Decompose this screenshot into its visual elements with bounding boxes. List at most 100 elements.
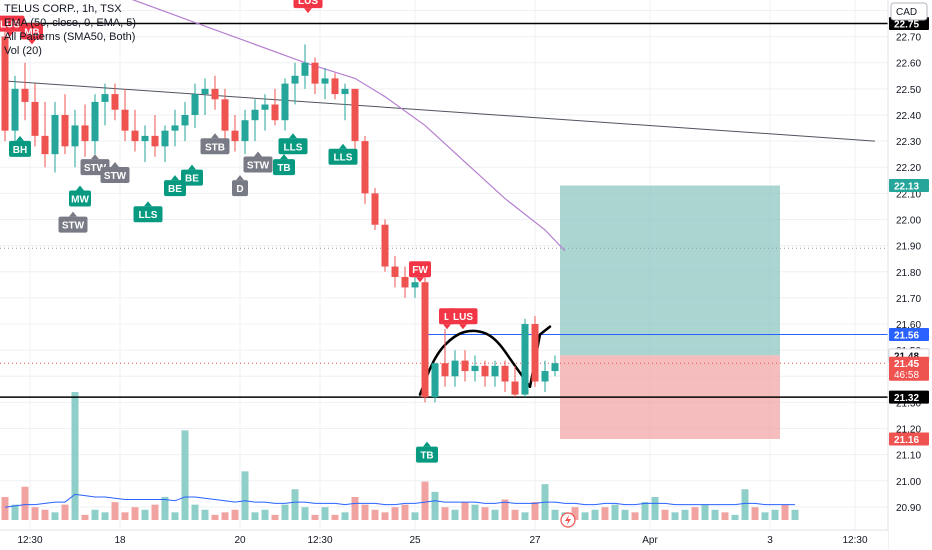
currency-button[interactable]: CAD: [890, 2, 928, 21]
pattern-box: [293, 0, 323, 9]
trend-line: [4, 80, 876, 142]
target-zone: [560, 185, 780, 356]
pattern-label: BH: [9, 135, 31, 157]
time-tick-label: 20: [234, 535, 246, 546]
candle-body: [371, 193, 379, 225]
time-tick-label: 18: [114, 535, 126, 546]
price-axis-label-bg: [889, 432, 929, 446]
price-axis-label-text: 21.32: [894, 393, 919, 404]
pattern-text: FW: [412, 265, 428, 276]
price-axis-label: 21.16: [889, 432, 929, 446]
candle: [551, 355, 559, 377]
candle: [71, 109, 79, 168]
price-tick-label: 22.40: [896, 111, 921, 122]
volume-bar: [21, 486, 29, 520]
price-axis-label-bg: [889, 179, 929, 193]
volume-bar: [491, 509, 499, 520]
position-zones: [560, 185, 780, 439]
pattern-label: LLS: [328, 143, 358, 165]
pattern-box: [133, 206, 163, 223]
legend-ema[interactable]: EMA (50, close, 0, EMA, 5): [4, 17, 137, 29]
currency-button-bg: [890, 2, 928, 21]
legend-volume[interactable]: Vol (20): [4, 45, 42, 57]
candle: [111, 83, 119, 121]
candle-body: [101, 94, 109, 102]
time-axis-bg: [0, 530, 888, 550]
candle: [431, 363, 439, 403]
pattern-label: BE: [164, 175, 186, 197]
price-tick-label: 22.30: [896, 137, 921, 148]
candle: [141, 125, 149, 163]
ema-line: [131, 0, 566, 252]
candle: [11, 75, 19, 147]
candle-body: [281, 83, 289, 121]
pattern-text: BE: [185, 174, 199, 185]
pattern-pointer: [144, 201, 152, 207]
price-axis-label-text: 21.56: [894, 330, 919, 341]
pattern-label: LUS: [0, 15, 25, 37]
lightning-icon[interactable]: [560, 512, 576, 528]
candle: [31, 83, 39, 147]
volume-bar: [611, 504, 619, 520]
volume-bar: [221, 512, 229, 520]
candle: [131, 109, 139, 152]
pattern-box: [0, 15, 25, 32]
price-tick-label: 21.80: [896, 268, 921, 279]
candle-body: [51, 114, 59, 155]
volume-bar: [681, 509, 689, 520]
candle-body: [421, 282, 429, 398]
volume-bar: [431, 491, 439, 520]
candle: [261, 94, 269, 131]
price-axis[interactable]: 22.8022.7022.6022.5022.4022.3022.2022.10…: [887, 0, 932, 550]
candle-body: [31, 101, 39, 136]
pattern-box: [69, 190, 91, 207]
candle: [481, 360, 489, 387]
price-tick-label: 22.70: [896, 33, 921, 44]
chart-legend: TELUS CORP., 1h, TSX EMA (50, close, 0, …: [4, 2, 136, 58]
candle: [341, 83, 349, 121]
pattern-pointer: [443, 324, 451, 330]
candle: [401, 266, 409, 298]
candle: [81, 104, 89, 157]
candle: [51, 101, 59, 173]
volume-bar: [181, 430, 189, 520]
pattern-box: [328, 148, 358, 165]
volume-bar: [151, 504, 159, 520]
candle-body: [311, 62, 319, 84]
pattern-text: D: [236, 184, 243, 195]
volume-bar: [341, 512, 349, 520]
pattern-text: LLS: [139, 210, 158, 221]
pattern-text: MB: [24, 27, 40, 38]
volume-bar: [361, 504, 369, 520]
pattern-text: BE: [168, 184, 182, 195]
price-axis-label-bg: [889, 390, 929, 404]
pattern-pointer: [339, 143, 347, 149]
candle-body: [391, 266, 399, 277]
volume-bar: [631, 512, 639, 520]
pattern-text: MW: [71, 195, 89, 206]
volume-bar: [711, 509, 719, 520]
pattern-box: [448, 308, 478, 325]
candle: [371, 188, 379, 230]
pattern-label: D: [232, 175, 248, 197]
pattern-text: LUS: [453, 312, 473, 323]
pattern-pointer: [254, 151, 262, 157]
price-tick-label: 22.50: [896, 85, 921, 96]
legend-patterns[interactable]: All Patterns (SMA50, Both): [4, 31, 136, 43]
candle: [241, 109, 249, 155]
candle-body: [321, 78, 329, 84]
price-axis-label: 22.13: [889, 179, 929, 193]
pattern-pointer: [76, 185, 84, 191]
candle: [121, 88, 129, 142]
time-tick-label: 25: [409, 535, 421, 546]
candle-body: [431, 363, 439, 398]
price-tick-label: 22.20: [896, 163, 921, 174]
candle-body: [131, 130, 139, 142]
volume-bar: [231, 509, 239, 520]
legend-title[interactable]: TELUS CORP., 1h, TSX: [4, 3, 122, 15]
volume-bar: [371, 509, 379, 520]
time-axis[interactable]: 12:30 18 20 12:30 25 27 Apr 3 12:30: [0, 512, 888, 550]
pattern-pointer: [28, 39, 36, 45]
